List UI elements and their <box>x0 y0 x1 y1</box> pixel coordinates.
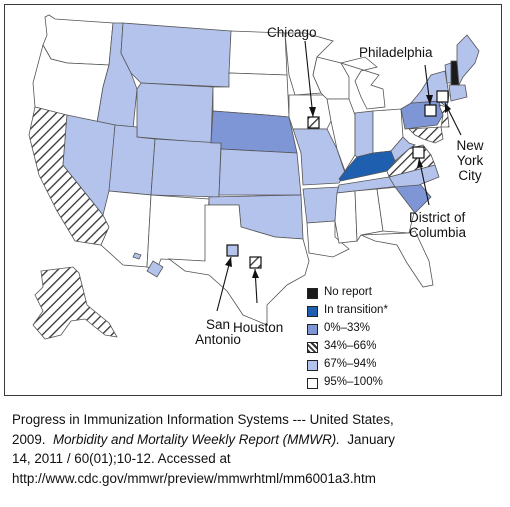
legend-label-95-100: 95%–100% <box>324 376 383 388</box>
city-label-new-york-line3: City <box>458 168 482 183</box>
legend-label-67-94: 67%–94% <box>324 358 377 370</box>
city-square-chicago <box>307 116 320 129</box>
legend-swatch-in-transition <box>307 306 318 317</box>
state-wyoming <box>136 82 214 144</box>
caption-month: January <box>339 431 396 447</box>
city-label-houston: Houston <box>233 320 284 335</box>
legend-swatch-0-33 <box>307 324 318 335</box>
state-texas <box>167 204 310 326</box>
state-hawaii <box>146 260 164 278</box>
city-label-san-antonio: San Antonio <box>191 317 245 347</box>
state-illinois <box>326 98 356 172</box>
legend-label-34-66: 34%–66% <box>324 340 377 352</box>
city-square-philadelphia <box>424 104 437 117</box>
legend-label-in-transition: In transition* <box>324 304 388 316</box>
caption-line-4[interactable]: http://www.cdc.gov/mmwr/preview/mmwrhtml… <box>12 470 376 486</box>
city-label-dc-line1: District of <box>409 210 466 225</box>
state-michigan <box>339 56 386 110</box>
city-label-philadelphia: Philadelphia <box>359 45 433 60</box>
arrowhead-chicago <box>309 107 316 117</box>
arrowhead-dc <box>417 158 423 168</box>
caption-line-3: 14, 2011 / 60(01);10-12. Accessed at <box>12 451 231 466</box>
arrowhead-new-york <box>445 103 451 113</box>
city-square-houston <box>249 256 262 269</box>
city-label-new-york: New York City <box>452 138 488 183</box>
caption-line-1: Progress in Immunization Information Sys… <box>12 412 394 427</box>
city-label-dc-line2: Columbia <box>409 225 467 240</box>
legend-swatch-34-66 <box>307 342 318 353</box>
state-indiana <box>354 110 374 158</box>
city-square-new-york <box>436 90 449 103</box>
state-maryland <box>408 126 444 144</box>
legend-label-0-33: 0%–33% <box>324 322 371 334</box>
state-mississippi <box>334 190 358 244</box>
state-hawaii-island-2 <box>132 252 142 260</box>
caption-journal: Morbidity and Mortality Weekly Report (M… <box>52 431 340 447</box>
state-montana <box>120 22 232 88</box>
state-alaska <box>32 266 118 340</box>
us-states-map <box>28 14 480 340</box>
pointer-chicago <box>304 40 314 118</box>
arrowhead-san-antonio <box>225 257 232 267</box>
state-massachusetts <box>448 84 468 102</box>
state-arizona <box>100 190 152 268</box>
city-label-new-york-line1: New <box>456 138 484 153</box>
state-kansas <box>218 148 302 196</box>
legend-label-no-report: No report <box>324 286 372 298</box>
map-frame: Chicago Philadelphia New York City Distr… <box>4 4 502 396</box>
citation-caption: Progress in Immunization Information Sys… <box>12 410 504 488</box>
state-arkansas <box>302 186 340 224</box>
city-label-san-antonio-line1: San <box>205 317 231 332</box>
state-new-mexico <box>146 194 210 270</box>
legend-swatch-67-94 <box>307 360 318 371</box>
state-pennsylvania <box>400 100 444 130</box>
city-square-san-antonio <box>226 244 239 257</box>
legend-swatch-no-report <box>307 288 318 299</box>
city-label-chicago: Chicago <box>267 25 317 40</box>
state-west-virginia <box>390 136 416 162</box>
city-label-new-york-line2: York <box>456 153 484 168</box>
state-maine <box>456 34 480 87</box>
state-colorado <box>150 138 222 198</box>
arrowhead-houston <box>252 269 259 278</box>
caption-line-2: 2009. Morbidity and Mortality Weekly Rep… <box>12 430 504 450</box>
state-alabama <box>354 188 384 243</box>
legend-swatch-95-100 <box>307 378 318 389</box>
caption-year: 2009. <box>12 431 53 447</box>
city-square-dc <box>412 146 425 159</box>
state-washington <box>42 14 114 66</box>
arrowhead-philadelphia <box>426 95 433 105</box>
city-label-dc: District of Columbia <box>409 210 466 240</box>
state-florida <box>360 230 434 288</box>
city-label-san-antonio-line2: Antonio <box>195 332 241 347</box>
state-nebraska <box>210 110 298 154</box>
